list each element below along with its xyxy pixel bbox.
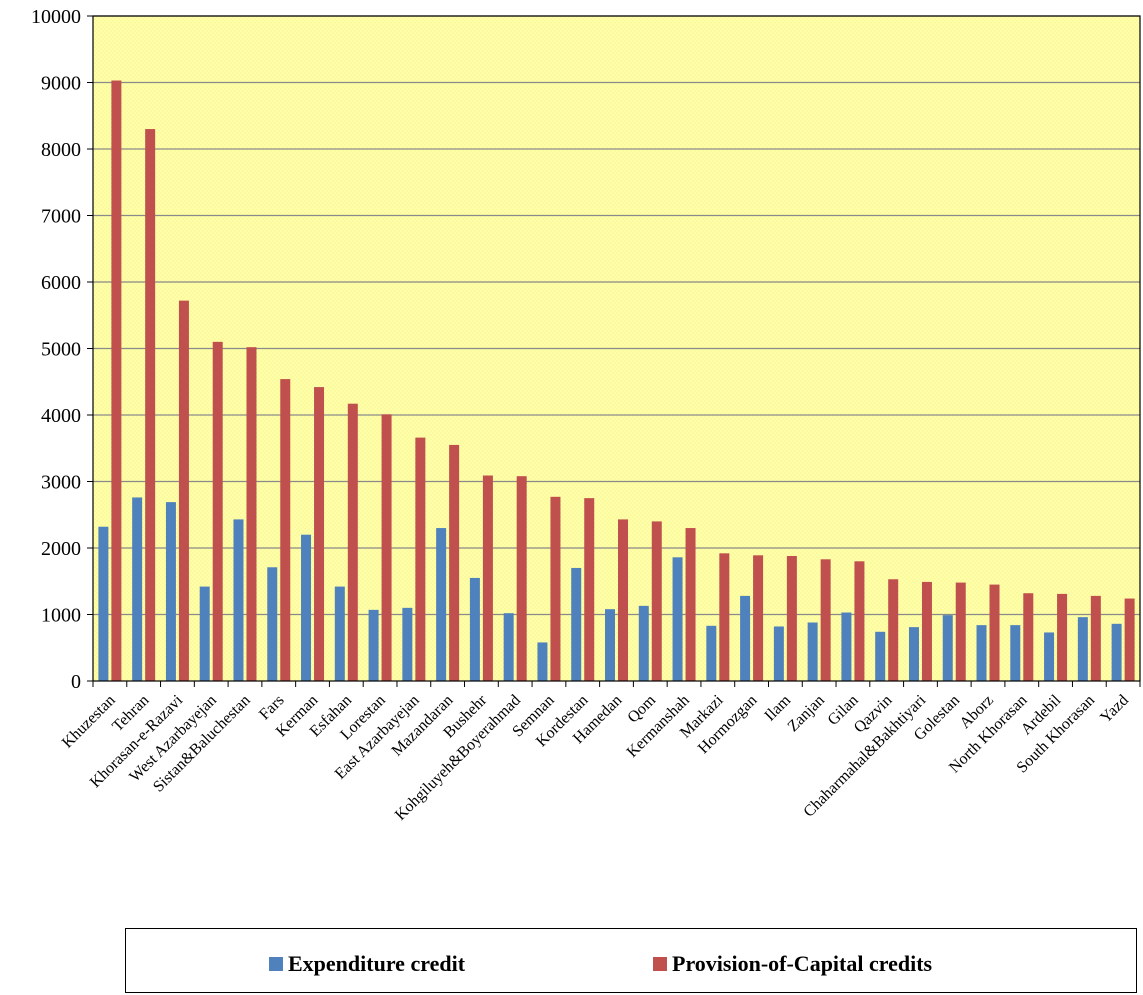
bar-expenditure-credit bbox=[1010, 625, 1020, 681]
legend-swatch-provision bbox=[653, 957, 667, 971]
bar-provision-of-capital-credits bbox=[280, 379, 290, 681]
bar-provision-of-capital-credits bbox=[1125, 599, 1135, 681]
bar-chart: 0 1000 2000 3000 4000 5000 6000 7000 8000 9000 100… bbox=[0, 0, 1143, 925]
bar-expenditure-credit bbox=[1112, 624, 1122, 681]
bar-provision-of-capital-credits bbox=[314, 387, 324, 681]
bar-expenditure-credit bbox=[605, 609, 615, 681]
bar-provision-of-capital-credits bbox=[348, 404, 358, 681]
y-tick-label: 8000 bbox=[41, 139, 81, 161]
bar-provision-of-capital-credits bbox=[821, 559, 831, 681]
bar-expenditure-credit bbox=[571, 568, 581, 681]
bar-provision-of-capital-credits bbox=[652, 521, 662, 681]
y-tick-label: 10000 bbox=[31, 6, 81, 28]
bar-provision-of-capital-credits bbox=[686, 528, 696, 681]
y-tick-label: 6000 bbox=[41, 272, 81, 294]
bar-expenditure-credit bbox=[504, 613, 514, 681]
legend-label-expenditure: Expenditure credit bbox=[288, 951, 465, 977]
legend-swatch-expenditure bbox=[269, 957, 283, 971]
bar-expenditure-credit bbox=[774, 626, 784, 681]
bar-expenditure-credit bbox=[706, 626, 716, 681]
bar-provision-of-capital-credits bbox=[246, 347, 256, 681]
bar-expenditure-credit bbox=[977, 625, 987, 681]
bar-expenditure-credit bbox=[233, 519, 243, 681]
bar-expenditure-credit bbox=[470, 578, 480, 681]
y-axis-tick-labels: 0 1000 2000 3000 4000 5000 6000 7000 8000 9000 100… bbox=[31, 6, 81, 693]
y-tick-label: 3000 bbox=[41, 472, 81, 494]
bar-provision-of-capital-credits bbox=[213, 342, 223, 681]
bar-expenditure-credit bbox=[436, 528, 446, 681]
bar-provision-of-capital-credits bbox=[1091, 596, 1101, 681]
bar-provision-of-capital-credits bbox=[111, 81, 121, 681]
bar-expenditure-credit bbox=[200, 587, 210, 681]
y-tick-label: 7000 bbox=[41, 206, 81, 228]
bar-provision-of-capital-credits bbox=[922, 582, 932, 681]
bar-expenditure-credit bbox=[301, 535, 311, 681]
bar-expenditure-credit bbox=[909, 627, 919, 681]
x-category-label: Zanjan bbox=[785, 692, 828, 735]
bar-provision-of-capital-credits bbox=[415, 438, 425, 681]
bar-expenditure-credit bbox=[369, 610, 379, 681]
bar-expenditure-credit bbox=[166, 502, 176, 681]
bar-expenditure-credit bbox=[402, 608, 412, 681]
y-tick-label: 1000 bbox=[41, 605, 81, 627]
bar-expenditure-credit bbox=[267, 567, 277, 681]
bar-expenditure-credit bbox=[132, 497, 142, 681]
y-tick-label: 2000 bbox=[41, 538, 81, 560]
bar-provision-of-capital-credits bbox=[787, 556, 797, 681]
bar-expenditure-credit bbox=[1078, 617, 1088, 681]
bar-provision-of-capital-credits bbox=[1023, 593, 1033, 681]
bar-provision-of-capital-credits bbox=[990, 585, 1000, 681]
bar-expenditure-credit bbox=[841, 613, 851, 681]
bar-provision-of-capital-credits bbox=[956, 583, 966, 681]
y-tick-label: 0 bbox=[71, 671, 81, 693]
bar-provision-of-capital-credits bbox=[449, 445, 459, 681]
bar-expenditure-credit bbox=[335, 587, 345, 681]
bar-provision-of-capital-credits bbox=[888, 579, 898, 681]
bar-provision-of-capital-credits bbox=[382, 414, 392, 681]
bar-provision-of-capital-credits bbox=[517, 476, 527, 681]
y-tick-label: 5000 bbox=[41, 339, 81, 361]
legend-item-expenditure: Expenditure credit bbox=[269, 951, 465, 977]
bar-expenditure-credit bbox=[875, 632, 885, 681]
x-category-label: Yazd bbox=[1097, 692, 1132, 727]
bar-provision-of-capital-credits bbox=[618, 519, 628, 681]
bar-expenditure-credit bbox=[639, 606, 649, 681]
bar-expenditure-credit bbox=[98, 527, 108, 681]
bar-provision-of-capital-credits bbox=[483, 476, 493, 681]
bar-expenditure-credit bbox=[808, 622, 818, 681]
legend: Expenditure credit Provision-of-Capital … bbox=[125, 928, 1137, 993]
legend-label-provision: Provision-of-Capital credits bbox=[672, 951, 932, 977]
y-tick-label: 4000 bbox=[41, 405, 81, 427]
bar-expenditure-credit bbox=[943, 615, 953, 681]
bar-expenditure-credit bbox=[673, 557, 683, 681]
bar-provision-of-capital-credits bbox=[854, 561, 864, 681]
y-tick-label: 9000 bbox=[41, 73, 81, 95]
bar-expenditure-credit bbox=[1044, 632, 1054, 681]
bar-provision-of-capital-credits bbox=[550, 497, 560, 681]
bar-expenditure-credit bbox=[537, 642, 547, 681]
bar-provision-of-capital-credits bbox=[1057, 594, 1067, 681]
bar-provision-of-capital-credits bbox=[145, 129, 155, 681]
bar-provision-of-capital-credits bbox=[179, 301, 189, 681]
bar-provision-of-capital-credits bbox=[753, 555, 763, 681]
bar-provision-of-capital-credits bbox=[584, 498, 594, 681]
bar-provision-of-capital-credits bbox=[719, 553, 729, 681]
bar-expenditure-credit bbox=[740, 596, 750, 681]
legend-item-provision: Provision-of-Capital credits bbox=[653, 951, 932, 977]
